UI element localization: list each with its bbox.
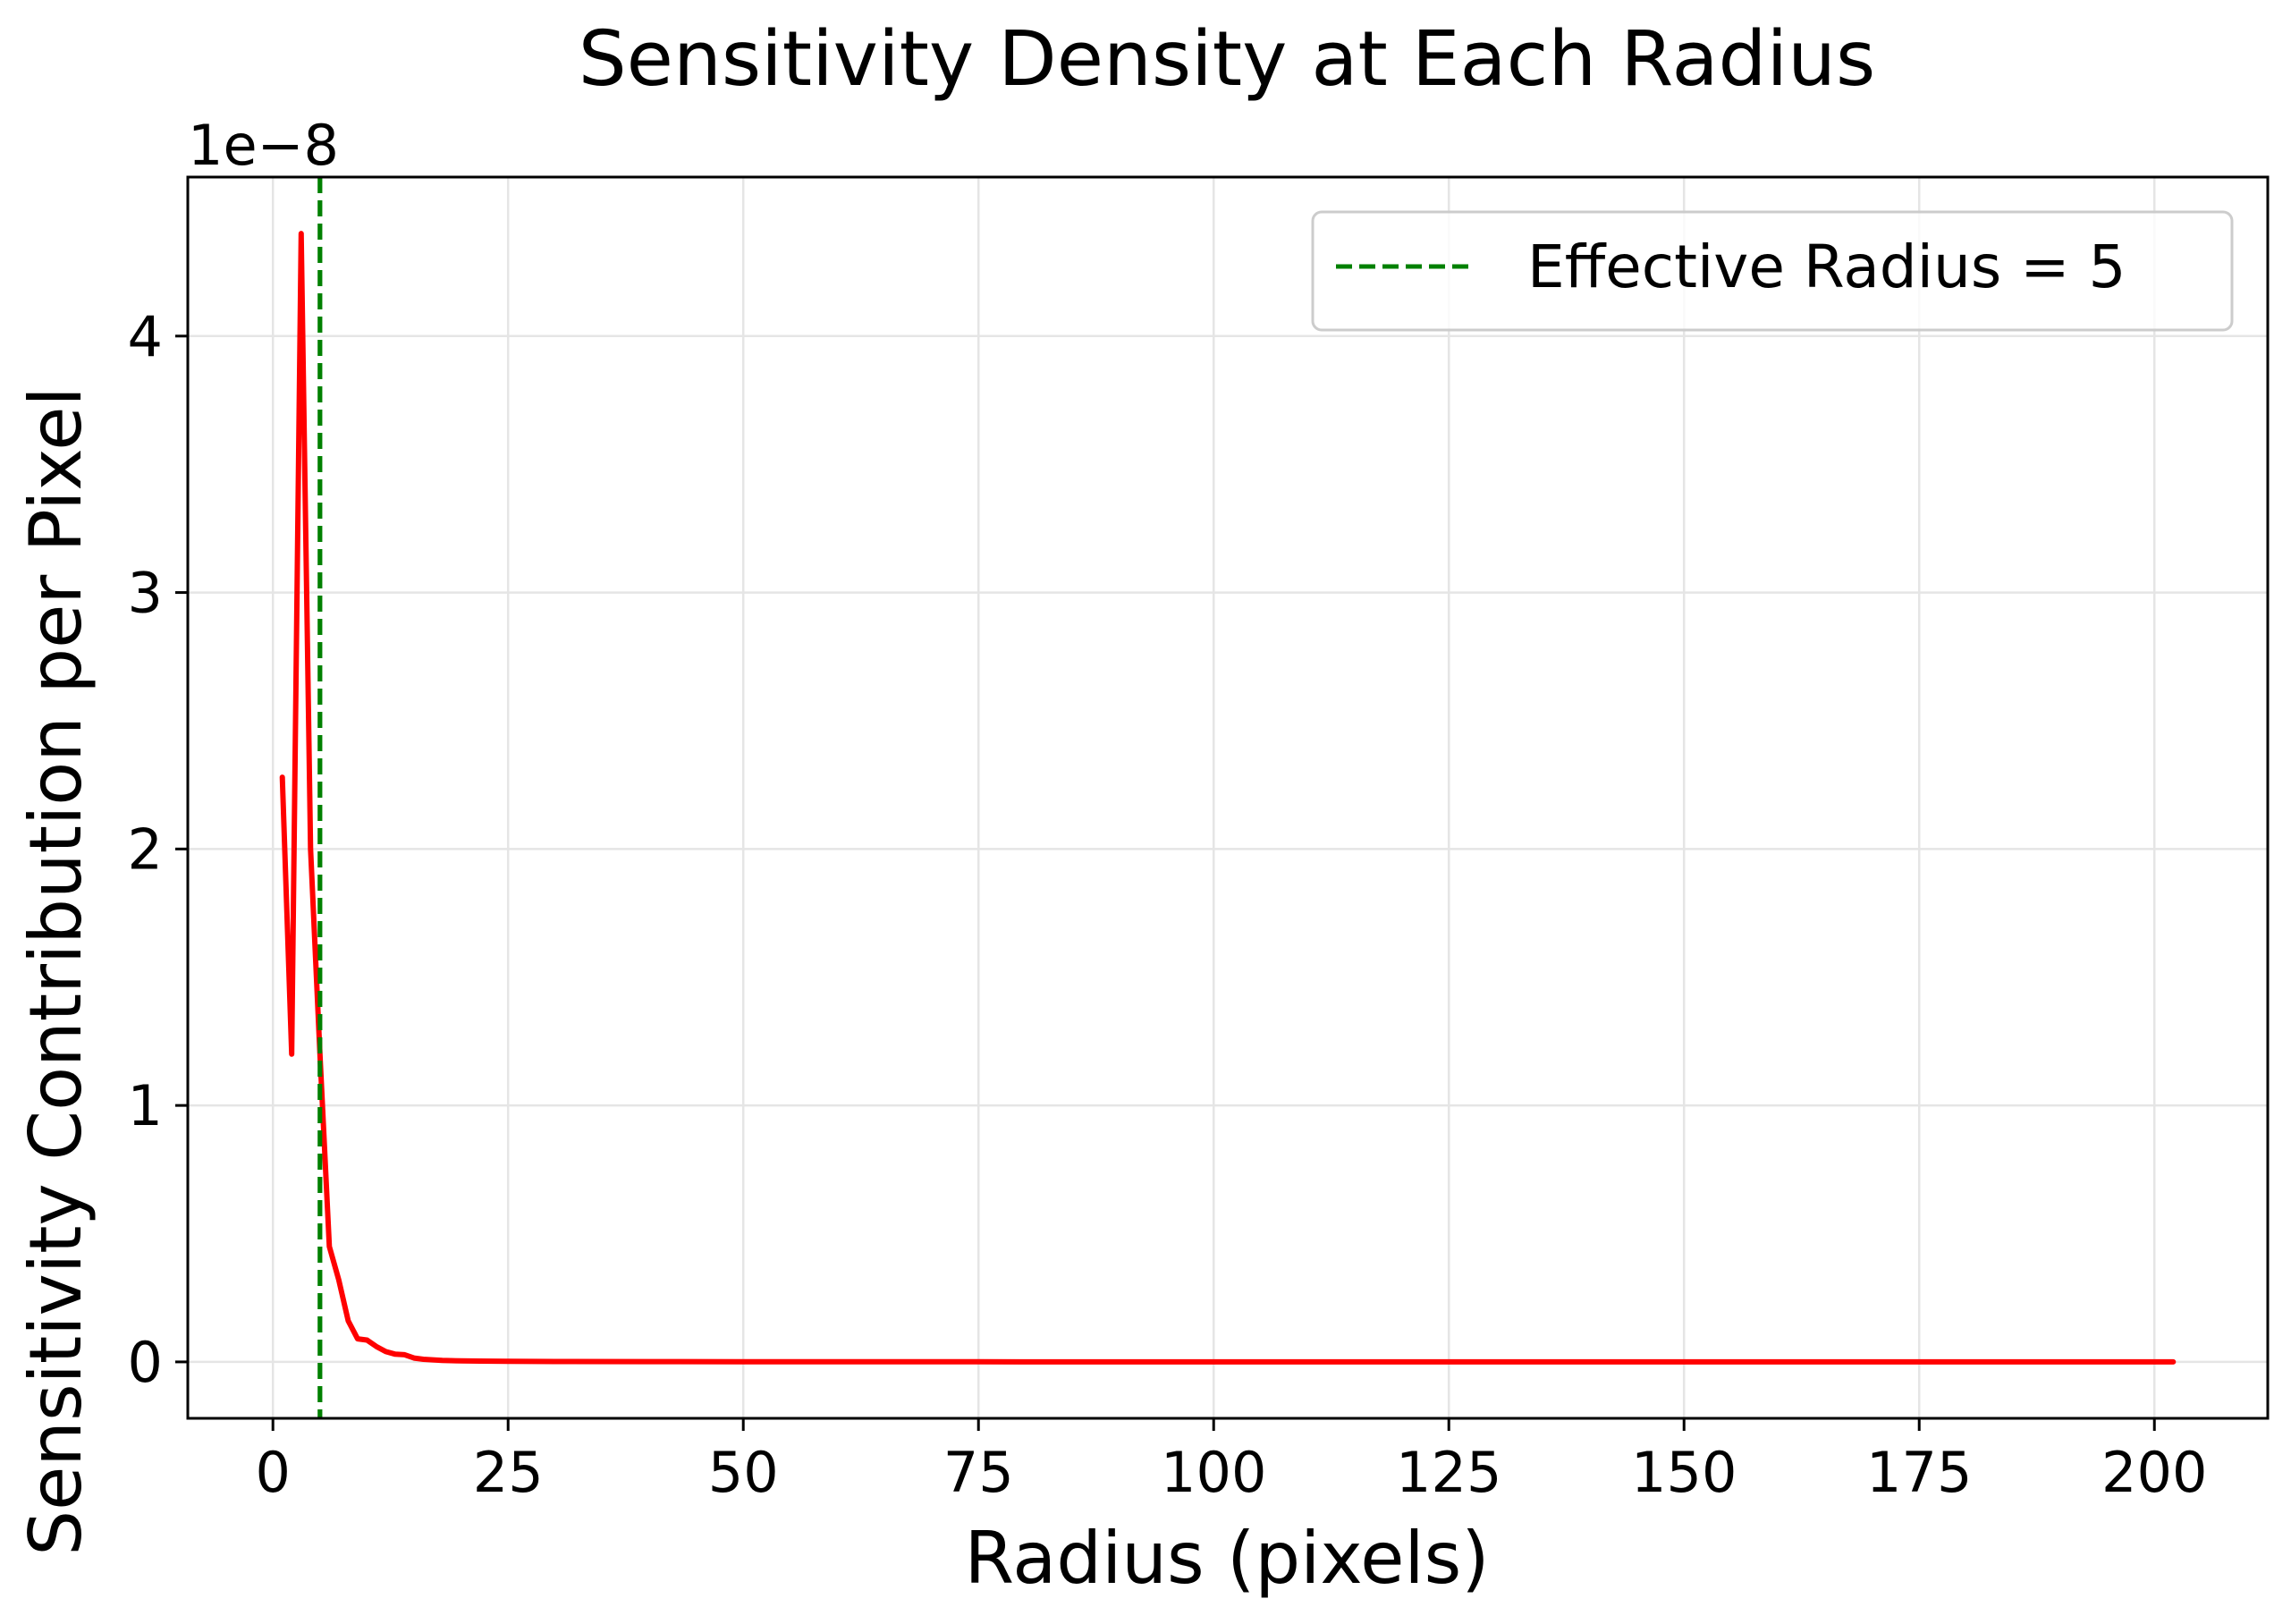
y-offset-label: 1e−8 (188, 113, 339, 178)
x-tick-label: 150 (1631, 1440, 1737, 1505)
y-tick-label: 4 (128, 304, 163, 369)
y-tick-label: 3 (128, 561, 163, 626)
x-tick-label: 50 (708, 1440, 779, 1505)
x-tick-label: 125 (1396, 1440, 1501, 1505)
axes: 0 25 50 75 100 125 150 175 200 0 1 2 3 4 (128, 175, 2270, 1505)
axes-frame (186, 175, 2270, 1420)
x-axis-label: Radius (pixels) (964, 1517, 1489, 1600)
y-tick-label: 0 (128, 1330, 163, 1395)
y-axis-label: Sensitivity Contribution per Pixel (14, 386, 97, 1555)
x-tick-label: 100 (1161, 1440, 1266, 1505)
x-tick-label: 175 (1866, 1440, 1972, 1505)
plot-area (279, 177, 2177, 1418)
legend: Effective Radius = 5 (1311, 210, 2234, 332)
legend-frame (1311, 210, 2234, 332)
sensitivity-density-line (279, 231, 2177, 1365)
y-tick-label: 2 (128, 816, 163, 882)
y-tick-label: 1 (128, 1073, 163, 1138)
x-tick-label: 25 (473, 1440, 544, 1505)
x-tick-label: 200 (2101, 1440, 2207, 1505)
legend-label: Effective Radius = 5 (1527, 233, 2126, 301)
chart-title: Sensitivity Density at Each Radius (579, 15, 1876, 104)
x-tick-label: 0 (255, 1440, 290, 1505)
x-tick-label: 75 (943, 1440, 1014, 1505)
